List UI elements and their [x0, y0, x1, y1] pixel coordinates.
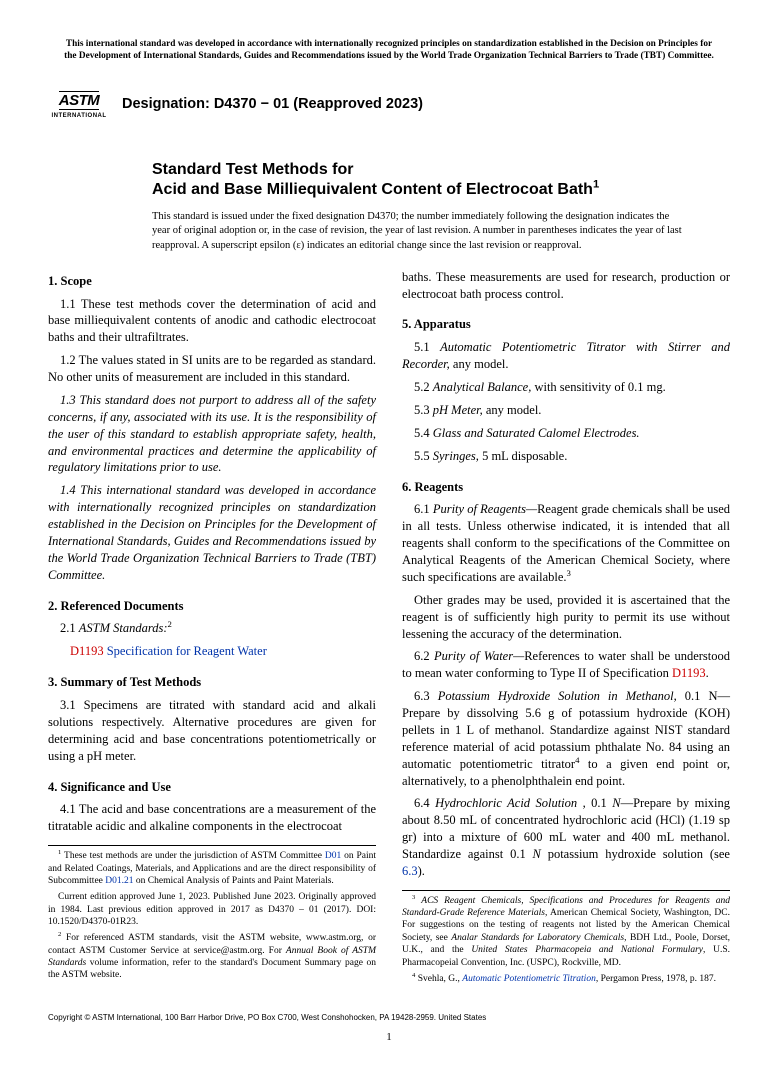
reagents-6-2: 6.2 Purity of Water—References to water …: [402, 648, 730, 682]
title-line1: Standard Test Methods for: [152, 161, 354, 178]
logo-text-top: ASTM: [59, 91, 100, 110]
scope-heading: 1. Scope: [48, 273, 376, 290]
title-block: Standard Test Methods for Acid and Base …: [152, 160, 730, 253]
summary-heading: 3. Summary of Test Methods: [48, 674, 376, 691]
significance-4-1b: baths. These measurements are used for r…: [402, 269, 730, 303]
header-row: ASTM INTERNATIONAL Designation: D4370 − …: [48, 80, 730, 130]
refdocs-heading: 2. Referenced Documents: [48, 598, 376, 615]
ref-code-d1193[interactable]: D1193: [70, 644, 104, 658]
reagents-heading: 6. Reagents: [402, 479, 730, 496]
footnote-1b: Current edition approved June 1, 2023. P…: [48, 891, 376, 928]
copyright-line: Copyright © ASTM International, 100 Barr…: [48, 1013, 730, 1024]
footnotes-left: 1 These test methods are under the juris…: [48, 845, 376, 981]
significance-heading: 4. Significance and Use: [48, 779, 376, 796]
standard-title: Standard Test Methods for Acid and Base …: [152, 160, 730, 200]
apparatus-5-3: 5.3 pH Meter, any model.: [402, 402, 730, 419]
apparatus-5-2: 5.2 Analytical Balance, with sensitivity…: [402, 379, 730, 396]
title-footnote-ref: 1: [593, 179, 599, 191]
footnote-d01-link[interactable]: D01: [325, 851, 341, 861]
apparatus-heading: 5. Apparatus: [402, 316, 730, 333]
reagents-d1193-link[interactable]: D1193: [672, 666, 706, 680]
scope-1-4: 1.4 This international standard was deve…: [48, 482, 376, 583]
reagents-6-1-extra: Other grades may be used, provided it is…: [402, 592, 730, 643]
refdocs-sup: 2: [168, 619, 172, 629]
footnote-svehla-link[interactable]: Automatic Potentiometric Titration: [462, 974, 596, 984]
apparatus-5-4: 5.4 Glass and Saturated Calomel Electrod…: [402, 425, 730, 442]
top-committee-statement: This international standard was develope…: [59, 38, 719, 62]
reagents-6-4: 6.4 Hydrochloric Acid Solution , 0.1 N—P…: [402, 795, 730, 879]
footnote-1: 1 These test methods are under the juris…: [48, 850, 376, 887]
issuance-note: This standard is issued under the fixed …: [152, 210, 682, 253]
scope-1-2: 1.2 The values stated in SI units are to…: [48, 352, 376, 386]
title-line2: Acid and Base Milliequivalent Content of…: [152, 181, 593, 198]
designation-line: Designation: D4370 − 01 (Reapproved 2023…: [122, 95, 423, 115]
refdocs-prefix: 2.1: [60, 621, 79, 635]
two-column-body: 1. Scope 1.1 These test methods cover th…: [48, 269, 730, 988]
apparatus-5-1: 5.1 Automatic Potentiometric Titrator wi…: [402, 339, 730, 373]
footnote-3: 3 ACS Reagent Chemicals, Specifications …: [402, 895, 730, 969]
footnote-2: 2 For referenced ASTM standards, visit t…: [48, 932, 376, 981]
footnotes-right: 3 ACS Reagent Chemicals, Specifications …: [402, 890, 730, 985]
significance-4-1a: 4.1 The acid and base concentrations are…: [48, 801, 376, 835]
footnote-d0121-link[interactable]: D01.21: [105, 876, 133, 886]
page-number: 1: [48, 1030, 730, 1045]
logo-text-bottom: INTERNATIONAL: [51, 112, 106, 120]
refdocs-italic: ASTM Standards:: [79, 621, 168, 635]
scope-1-3: 1.3 This standard does not purport to ad…: [48, 392, 376, 476]
ref-title-d1193[interactable]: Specification for Reagent Water: [107, 644, 267, 658]
reagents-6-3-link[interactable]: 6.3: [402, 864, 418, 878]
refdocs-d1193: D1193 Specification for Reagent Water: [70, 643, 376, 660]
apparatus-5-5: 5.5 Syringes, 5 mL disposable.: [402, 448, 730, 465]
refdocs-2-1: 2.1 ASTM Standards:2: [48, 620, 376, 637]
summary-3-1: 3.1 Specimens are titrated with standard…: [48, 697, 376, 765]
reagents-6-1: 6.1 Purity of Reagents—Reagent grade che…: [402, 501, 730, 585]
reagents-6-3: 6.3 Potassium Hydroxide Solution in Meth…: [402, 688, 730, 789]
footnote-4: 4 Svehla, G., Automatic Potentiometric T…: [402, 973, 730, 985]
astm-logo: ASTM INTERNATIONAL: [48, 80, 110, 130]
scope-1-1: 1.1 These test methods cover the determi…: [48, 296, 376, 347]
